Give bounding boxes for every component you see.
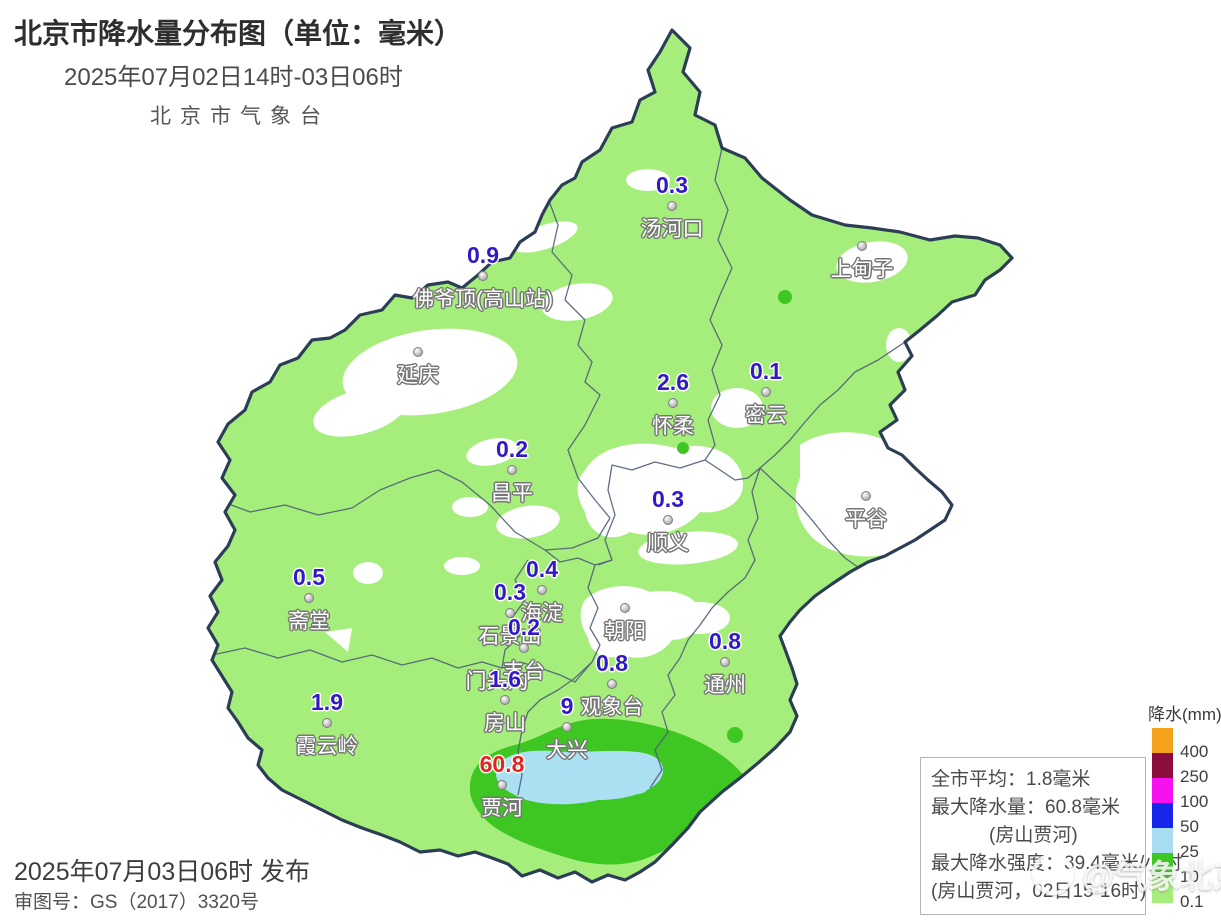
legend-item: 400 bbox=[1146, 728, 1221, 761]
info-line: 最大降水量：60.8毫米 bbox=[931, 797, 1120, 818]
legend-title: 降水(mm) bbox=[1148, 705, 1221, 724]
legend-item: 250 bbox=[1146, 753, 1221, 786]
legend-label: 400 bbox=[1180, 742, 1209, 761]
legend-items: 400 250 100 50 25 10 0.1 bbox=[1146, 728, 1221, 911]
legend-item: 100 bbox=[1146, 778, 1221, 811]
legend-swatch bbox=[1152, 778, 1173, 803]
statistics-box: 全市平均：1.8毫米 最大降水量：60.8毫米 (房山贾河) 最大降水强度：39.4毫… bbox=[920, 757, 1182, 915]
legend-item: 0.1 bbox=[1146, 878, 1221, 911]
district-borders bbox=[211, 147, 906, 796]
info-line: (房山贾河) bbox=[989, 825, 1078, 846]
legend-label: 50 bbox=[1180, 817, 1199, 836]
legend-swatch bbox=[1152, 803, 1173, 828]
legend-label: 25 bbox=[1180, 842, 1199, 861]
time-range: 2025年07月02日14时-03日06时 bbox=[64, 64, 403, 91]
info-box-lines: 全市平均：1.8毫米 最大降水量：60.8毫米 (房山贾河) 最大降水强度：39.4毫… bbox=[931, 766, 1182, 906]
legend-label: 100 bbox=[1180, 792, 1209, 811]
rain-band-25mm bbox=[495, 750, 664, 805]
agency-name: 北京市气象台 bbox=[150, 105, 330, 128]
legend-item: 25 bbox=[1146, 828, 1221, 861]
legend-item: 10 bbox=[1146, 853, 1221, 886]
legend-label: 0.1 bbox=[1180, 892, 1204, 911]
legend-label: 250 bbox=[1180, 767, 1209, 786]
legend-swatch bbox=[1152, 753, 1173, 778]
legend-label: 10 bbox=[1180, 867, 1199, 886]
legend-item: 50 bbox=[1146, 803, 1221, 836]
legend-swatch bbox=[1152, 878, 1173, 903]
issue-time: 2025年07月03日06时 发布 bbox=[14, 858, 310, 886]
watermark: @气象北京 bbox=[1032, 850, 1221, 898]
info-line: 全市平均：1.8毫米 bbox=[931, 769, 1091, 790]
weather-beijing-logo-icon bbox=[1032, 853, 1074, 895]
map-license-number: 审图号：GS（2017）3320号 bbox=[14, 892, 259, 913]
legend-swatch bbox=[1152, 828, 1173, 853]
beijing-boundary bbox=[206, 28, 1014, 884]
watermark-text: @气象北京 bbox=[1082, 858, 1221, 895]
info-line: (房山贾河，02日15-16时) bbox=[931, 881, 1147, 902]
legend-swatch bbox=[1152, 853, 1173, 878]
page-title: 北京市降水量分布图（单位：毫米） bbox=[14, 18, 463, 49]
legend-swatch bbox=[1152, 728, 1173, 753]
precip-legend: 降水(mm) 400 250 100 50 25 10 0.1 bbox=[1146, 700, 1221, 911]
